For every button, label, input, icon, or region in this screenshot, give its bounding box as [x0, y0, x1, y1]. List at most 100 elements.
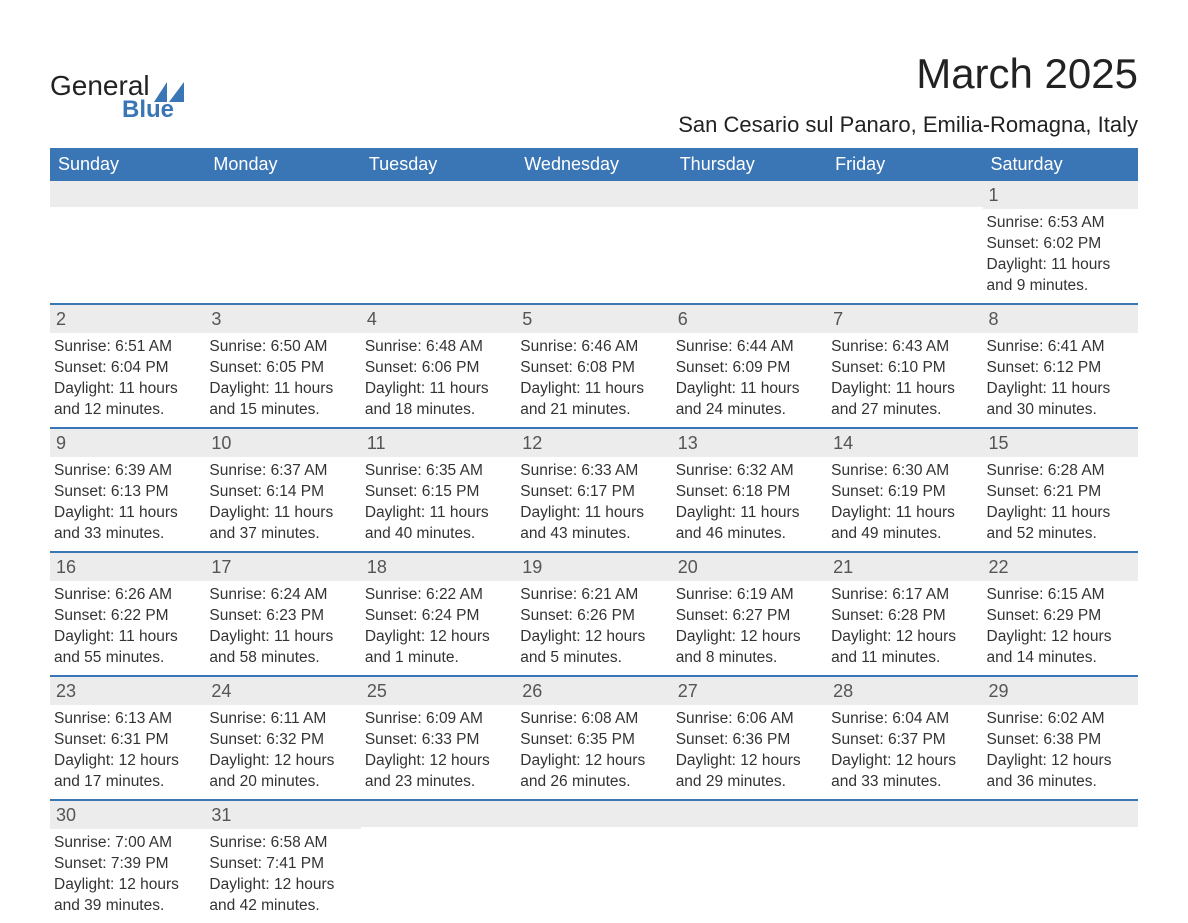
sunset-text: Sunset: 6:37 PM: [831, 730, 978, 751]
calendar-day: 30Sunrise: 7:00 AMSunset: 7:39 PMDayligh…: [50, 801, 205, 923]
sunset-text: Sunset: 6:19 PM: [831, 482, 978, 503]
day-number: [983, 801, 1138, 827]
day-number: 13: [672, 429, 827, 457]
header-thursday: Thursday: [672, 148, 827, 181]
calendar-day: [361, 181, 516, 303]
daylight-text: Daylight: 12 hours and 29 minutes.: [676, 751, 823, 793]
calendar-day: 25Sunrise: 6:09 AMSunset: 6:33 PMDayligh…: [361, 677, 516, 799]
daylight-text: Daylight: 11 hours and 12 minutes.: [54, 379, 201, 421]
calendar-day: 19Sunrise: 6:21 AMSunset: 6:26 PMDayligh…: [516, 553, 671, 675]
calendar-day: [50, 181, 205, 303]
day-details: Sunrise: 6:43 AMSunset: 6:10 PMDaylight:…: [827, 333, 982, 427]
calendar-day: 18Sunrise: 6:22 AMSunset: 6:24 PMDayligh…: [361, 553, 516, 675]
sunset-text: Sunset: 6:27 PM: [676, 606, 823, 627]
sunrise-text: Sunrise: 6:53 AM: [987, 213, 1134, 234]
calendar-day: [672, 801, 827, 923]
daylight-text: Daylight: 12 hours and 33 minutes.: [831, 751, 978, 793]
day-details: Sunrise: 6:48 AMSunset: 6:06 PMDaylight:…: [361, 333, 516, 427]
day-details: Sunrise: 7:00 AMSunset: 7:39 PMDaylight:…: [50, 829, 205, 923]
daylight-text: Daylight: 11 hours and 27 minutes.: [831, 379, 978, 421]
daylight-text: Daylight: 11 hours and 33 minutes.: [54, 503, 201, 545]
daylight-text: Daylight: 12 hours and 42 minutes.: [209, 875, 356, 917]
sunrise-text: Sunrise: 6:32 AM: [676, 461, 823, 482]
day-details: Sunrise: 6:17 AMSunset: 6:28 PMDaylight:…: [827, 581, 982, 675]
calendar-day: 1Sunrise: 6:53 AMSunset: 6:02 PMDaylight…: [983, 181, 1138, 303]
calendar-week: 23Sunrise: 6:13 AMSunset: 6:31 PMDayligh…: [50, 675, 1138, 799]
daylight-text: Daylight: 12 hours and 36 minutes.: [987, 751, 1134, 793]
sunset-text: Sunset: 7:41 PM: [209, 854, 356, 875]
sunset-text: Sunset: 6:38 PM: [987, 730, 1134, 751]
sunset-text: Sunset: 6:17 PM: [520, 482, 667, 503]
day-details: Sunrise: 6:30 AMSunset: 6:19 PMDaylight:…: [827, 457, 982, 551]
calendar-day: 24Sunrise: 6:11 AMSunset: 6:32 PMDayligh…: [205, 677, 360, 799]
sunrise-text: Sunrise: 6:24 AM: [209, 585, 356, 606]
day-details: Sunrise: 6:32 AMSunset: 6:18 PMDaylight:…: [672, 457, 827, 551]
calendar-day: 15Sunrise: 6:28 AMSunset: 6:21 PMDayligh…: [983, 429, 1138, 551]
day-details: Sunrise: 6:24 AMSunset: 6:23 PMDaylight:…: [205, 581, 360, 675]
day-number: 20: [672, 553, 827, 581]
calendar-day: 23Sunrise: 6:13 AMSunset: 6:31 PMDayligh…: [50, 677, 205, 799]
day-number: 31: [205, 801, 360, 829]
daylight-text: Daylight: 12 hours and 23 minutes.: [365, 751, 512, 793]
day-details: Sunrise: 6:44 AMSunset: 6:09 PMDaylight:…: [672, 333, 827, 427]
calendar-day: 8Sunrise: 6:41 AMSunset: 6:12 PMDaylight…: [983, 305, 1138, 427]
daylight-text: Daylight: 11 hours and 43 minutes.: [520, 503, 667, 545]
daylight-text: Daylight: 11 hours and 40 minutes.: [365, 503, 512, 545]
sunset-text: Sunset: 6:09 PM: [676, 358, 823, 379]
calendar-day: 10Sunrise: 6:37 AMSunset: 6:14 PMDayligh…: [205, 429, 360, 551]
day-number: 9: [50, 429, 205, 457]
sunrise-text: Sunrise: 6:08 AM: [520, 709, 667, 730]
sunset-text: Sunset: 6:31 PM: [54, 730, 201, 751]
calendar-week: 2Sunrise: 6:51 AMSunset: 6:04 PMDaylight…: [50, 303, 1138, 427]
day-number: [516, 801, 671, 827]
sunset-text: Sunset: 6:18 PM: [676, 482, 823, 503]
calendar: Sunday Monday Tuesday Wednesday Thursday…: [50, 148, 1138, 923]
month-title: March 2025: [678, 50, 1138, 98]
calendar-header-row: Sunday Monday Tuesday Wednesday Thursday…: [50, 148, 1138, 181]
calendar-day: 9Sunrise: 6:39 AMSunset: 6:13 PMDaylight…: [50, 429, 205, 551]
day-number: 2: [50, 305, 205, 333]
day-number: 29: [983, 677, 1138, 705]
daylight-text: Daylight: 11 hours and 49 minutes.: [831, 503, 978, 545]
sunrise-text: Sunrise: 6:22 AM: [365, 585, 512, 606]
header-monday: Monday: [205, 148, 360, 181]
daylight-text: Daylight: 12 hours and 11 minutes.: [831, 627, 978, 669]
day-details: Sunrise: 6:46 AMSunset: 6:08 PMDaylight:…: [516, 333, 671, 427]
sunrise-text: Sunrise: 6:39 AM: [54, 461, 201, 482]
header-region: General Blue March 2025 San Cesario sul …: [50, 50, 1138, 138]
day-details: Sunrise: 6:15 AMSunset: 6:29 PMDaylight:…: [983, 581, 1138, 675]
header-sunday: Sunday: [50, 148, 205, 181]
sunset-text: Sunset: 6:35 PM: [520, 730, 667, 751]
day-number: 25: [361, 677, 516, 705]
day-details: Sunrise: 6:35 AMSunset: 6:15 PMDaylight:…: [361, 457, 516, 551]
day-number: 21: [827, 553, 982, 581]
sunrise-text: Sunrise: 6:09 AM: [365, 709, 512, 730]
sunrise-text: Sunrise: 6:21 AM: [520, 585, 667, 606]
sunset-text: Sunset: 6:23 PM: [209, 606, 356, 627]
daylight-text: Daylight: 12 hours and 8 minutes.: [676, 627, 823, 669]
calendar-day: 31Sunrise: 6:58 AMSunset: 7:41 PMDayligh…: [205, 801, 360, 923]
calendar-day: [205, 181, 360, 303]
calendar-day: 20Sunrise: 6:19 AMSunset: 6:27 PMDayligh…: [672, 553, 827, 675]
header-saturday: Saturday: [983, 148, 1138, 181]
calendar-day: 12Sunrise: 6:33 AMSunset: 6:17 PMDayligh…: [516, 429, 671, 551]
sunset-text: Sunset: 6:36 PM: [676, 730, 823, 751]
calendar-day: 28Sunrise: 6:04 AMSunset: 6:37 PMDayligh…: [827, 677, 982, 799]
weeks-container: 1Sunrise: 6:53 AMSunset: 6:02 PMDaylight…: [50, 181, 1138, 923]
day-details: Sunrise: 6:04 AMSunset: 6:37 PMDaylight:…: [827, 705, 982, 799]
day-number: 18: [361, 553, 516, 581]
calendar-week: 9Sunrise: 6:39 AMSunset: 6:13 PMDaylight…: [50, 427, 1138, 551]
sunrise-text: Sunrise: 6:28 AM: [987, 461, 1134, 482]
calendar-day: 17Sunrise: 6:24 AMSunset: 6:23 PMDayligh…: [205, 553, 360, 675]
calendar-day: 6Sunrise: 6:44 AMSunset: 6:09 PMDaylight…: [672, 305, 827, 427]
calendar-day: [516, 801, 671, 923]
day-number: 24: [205, 677, 360, 705]
sunrise-text: Sunrise: 6:44 AM: [676, 337, 823, 358]
sunset-text: Sunset: 7:39 PM: [54, 854, 201, 875]
day-number: 23: [50, 677, 205, 705]
header-wednesday: Wednesday: [516, 148, 671, 181]
sunrise-text: Sunrise: 6:17 AM: [831, 585, 978, 606]
title-block: March 2025 San Cesario sul Panaro, Emili…: [678, 50, 1138, 138]
sunrise-text: Sunrise: 6:51 AM: [54, 337, 201, 358]
sunrise-text: Sunrise: 6:02 AM: [987, 709, 1134, 730]
